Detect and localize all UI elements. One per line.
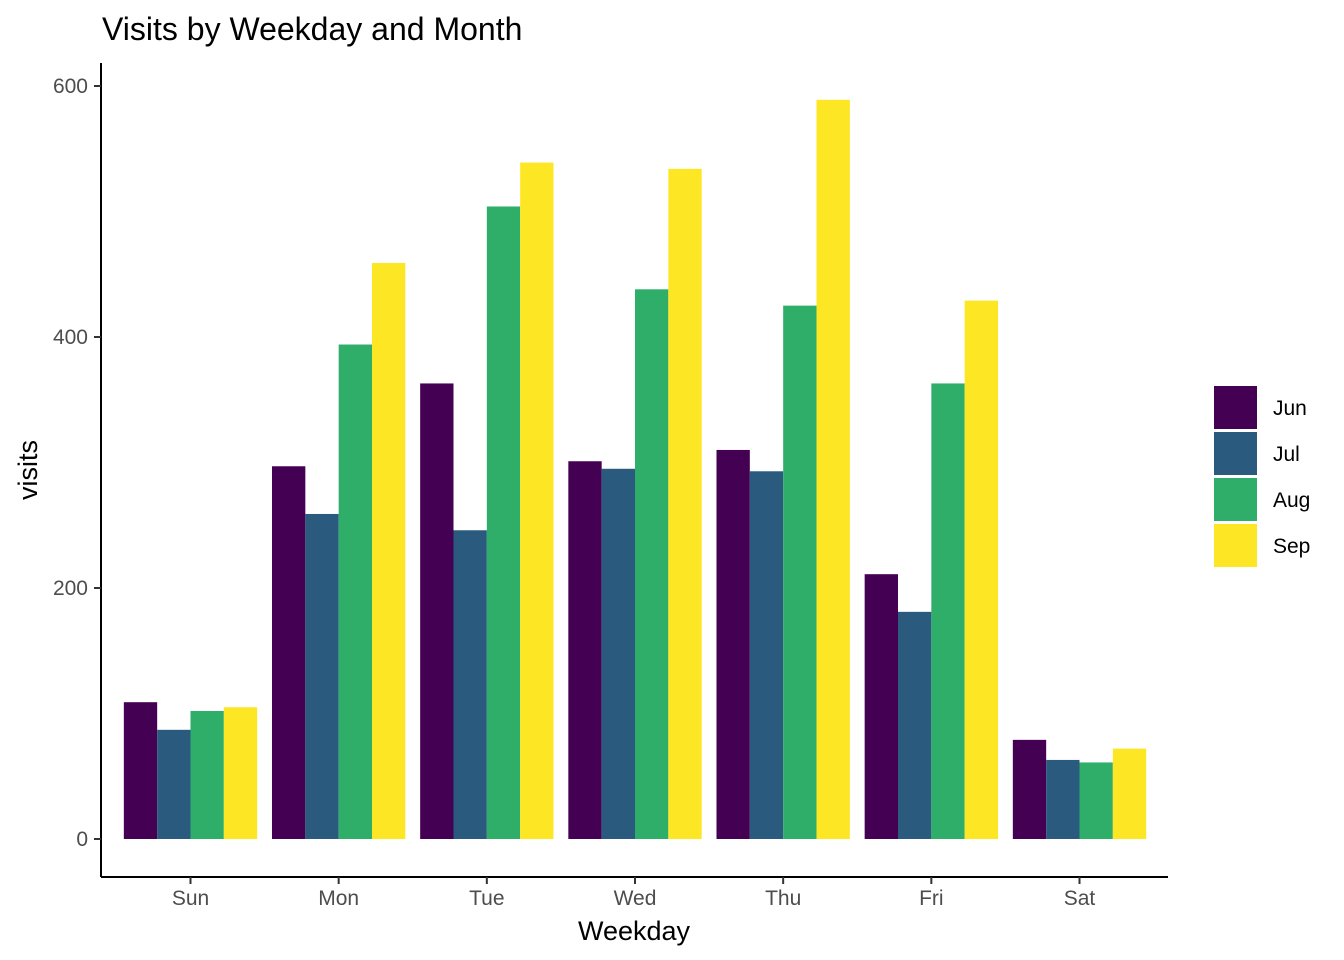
bar-jun-mon [271,466,306,839]
bar-sep-mon [372,262,406,840]
x-axis-title: Weekday [578,916,691,946]
x-tick-label: Wed [614,887,657,910]
bar-jun-thu [716,449,750,839]
legend-key-jul [1214,432,1257,475]
legend-label-jun: Jun [1273,397,1307,420]
bar-aug-fri [931,383,965,839]
bar-jul-wed [601,468,635,839]
bar-jun-sun [123,702,158,839]
bars-group [123,99,1147,840]
bar-jul-tue [453,530,487,839]
bar-aug-wed [635,289,669,839]
bar-sep-thu [816,99,850,840]
bar-jun-fri [864,574,898,839]
bar-sep-sun [223,707,258,839]
legend-label-aug: Aug [1273,489,1310,512]
legend-label-sep: Sep [1273,535,1310,558]
legend-key-jun [1214,386,1257,429]
x-tick-label: Sun [172,887,209,910]
x-tick-label: Thu [765,887,801,910]
bar-jun-tue [420,383,454,839]
x-tick-label: Fri [919,887,944,910]
y-tick-label: 400 [53,326,88,349]
x-tick-label: Tue [469,887,504,910]
bar-aug-tue [486,206,521,840]
legend: Jun Jul Aug Sep [1214,386,1310,567]
x-tick-label: Sat [1064,887,1096,910]
bar-sep-wed [668,168,702,839]
y-tick-label: 0 [76,828,88,851]
bar-aug-mon [338,344,373,839]
bar-jul-mon [305,513,339,839]
bar-sep-tue [520,162,554,839]
y-axis: 0 200 400 600 [53,63,102,877]
bar-jun-wed [568,461,602,839]
y-tick-label: 200 [53,577,88,600]
bar-aug-thu [783,305,817,840]
y-tick-label: 600 [53,75,88,98]
x-axis: Sun Mon Tue Wed Thu Fri Sat [101,876,1168,910]
chart-title: Visits by Weekday and Month [102,11,522,47]
bar-jul-sun [157,729,191,839]
legend-key-aug [1214,478,1257,521]
bar-sep-fri [964,300,999,839]
y-axis-title: visits [13,440,43,500]
bar-sep-sat [1112,748,1147,839]
bar-jul-thu [749,471,784,839]
bar-jul-fri [898,611,932,839]
legend-key-sep [1214,524,1257,567]
bar-jul-sat [1046,759,1080,839]
bar-aug-sat [1079,762,1113,839]
bar-aug-sun [190,710,224,839]
bar-jun-sat [1012,739,1047,839]
x-tick-label: Mon [318,887,359,910]
legend-label-jul: Jul [1273,443,1300,466]
